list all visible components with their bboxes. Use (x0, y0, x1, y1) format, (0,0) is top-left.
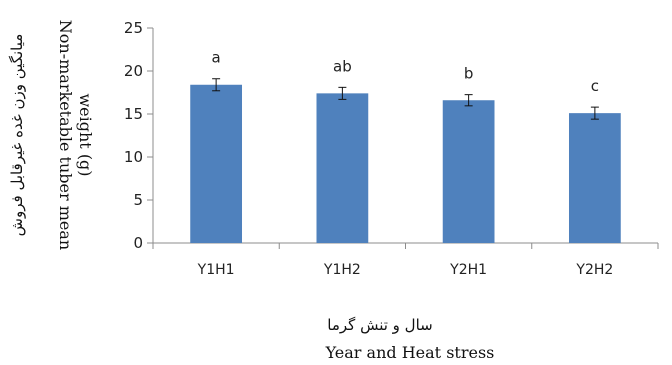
x-axis-title: Year and Heat stress (325, 343, 495, 362)
y-tick-label: 20 (124, 62, 143, 80)
x-category-label: Y2H1 (449, 262, 487, 278)
bar (568, 113, 621, 243)
y-tick-label: 25 (124, 19, 143, 37)
x-category-label: Y1H1 (197, 262, 235, 278)
y-tick-label: 5 (133, 191, 143, 209)
x-axis-title-persian: سال و تنش گرما (327, 316, 432, 334)
x-category-label: Y1H2 (323, 262, 361, 278)
x-category-label: Y2H2 (575, 262, 613, 278)
bars: a ab b c (190, 49, 621, 244)
y-axis-title-line2: weight (g) (76, 93, 95, 176)
significance-letter: ab (333, 57, 352, 75)
bar (190, 84, 243, 243)
y-axis-title-persian: میانگین وزن غده غیرقابل فروش (8, 34, 26, 237)
bar (442, 100, 495, 244)
y-axis-title-line1: Non-marketable tuber mean (56, 20, 75, 250)
y-tick-label: 10 (124, 148, 143, 166)
y-tick-label: 15 (124, 105, 143, 123)
x-axis: Y1H1 Y1H2 Y2H1 Y2H2 (152, 242, 659, 278)
significance-letter: b (464, 65, 474, 83)
bar (316, 93, 369, 243)
significance-letter: a (212, 49, 221, 67)
y-axis: 0 5 10 15 20 25 (124, 19, 154, 252)
y-tick-label: 0 (133, 234, 143, 252)
significance-letter: c (591, 77, 599, 95)
